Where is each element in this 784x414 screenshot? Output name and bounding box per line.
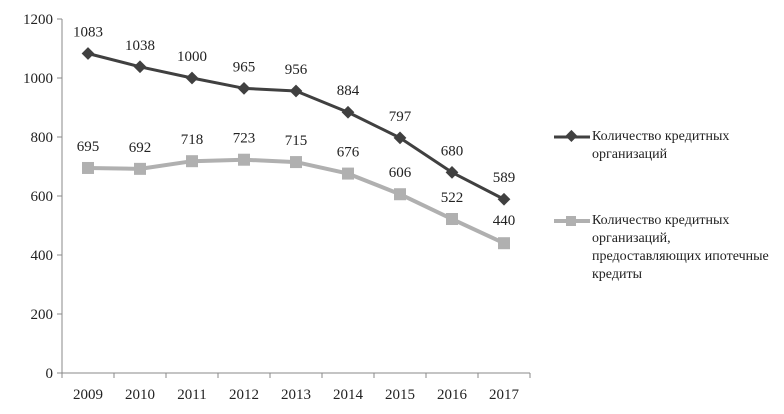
data-label: 718 xyxy=(181,132,204,148)
data-point xyxy=(394,188,406,201)
data-point xyxy=(186,155,198,168)
y-tick-label: 1200 xyxy=(23,12,53,28)
data-label: 956 xyxy=(285,62,308,78)
y-tick-label: 400 xyxy=(31,248,54,264)
data-point xyxy=(81,47,95,60)
y-tick-label: 800 xyxy=(31,130,54,146)
x-tick-label: 2010 xyxy=(125,387,155,403)
data-label: 692 xyxy=(129,140,152,156)
data-point xyxy=(446,213,458,226)
data-label: 884 xyxy=(337,83,360,99)
data-point xyxy=(341,105,355,119)
data-point xyxy=(237,81,251,95)
data-point xyxy=(289,84,303,98)
data-label: 723 xyxy=(233,131,256,147)
data-point xyxy=(134,162,146,175)
data-point xyxy=(185,71,199,85)
data-point xyxy=(238,153,250,166)
data-point xyxy=(133,60,147,74)
legend-label-series-2: Количество кредитных организаций, предос… xyxy=(592,213,769,282)
data-label: 797 xyxy=(389,109,412,125)
data-label: 715 xyxy=(285,133,308,149)
data-point xyxy=(445,166,459,179)
legend-marker-diamond-icon xyxy=(554,129,590,142)
data-label: 440 xyxy=(493,213,516,229)
data-label: 1038 xyxy=(125,38,155,54)
data-label: 1083 xyxy=(73,25,103,41)
data-label: 680 xyxy=(441,143,464,159)
x-tick-label: 2015 xyxy=(385,387,415,403)
x-tick-label: 2011 xyxy=(177,387,206,403)
data-label: 606 xyxy=(389,165,412,181)
legend: Количество кредитных организаций Количес… xyxy=(552,120,782,300)
legend-marker-square-icon xyxy=(554,216,590,226)
x-tick-label: 2017 xyxy=(489,387,520,403)
data-point xyxy=(290,156,302,169)
data-point xyxy=(393,131,407,145)
data-point xyxy=(497,192,511,206)
y-tick-label: 1000 xyxy=(23,71,53,87)
data-point xyxy=(342,167,354,180)
x-tick-label: 2012 xyxy=(229,387,259,403)
x-tick-label: 2016 xyxy=(437,387,468,403)
data-label: 522 xyxy=(441,190,464,206)
y-tick-label: 600 xyxy=(31,189,54,205)
y-tick-label: 200 xyxy=(31,307,54,323)
data-point xyxy=(82,161,94,174)
data-label: 589 xyxy=(493,170,516,186)
data-label: 695 xyxy=(77,139,100,155)
legend-label-series-1: Количество кредитных организаций xyxy=(592,129,730,162)
data-label: 965 xyxy=(233,59,256,75)
y-tick-label: 0 xyxy=(46,366,54,382)
data-point xyxy=(498,237,510,250)
x-tick-label: 2014 xyxy=(333,387,364,403)
x-tick-label: 2009 xyxy=(73,387,103,403)
data-label: 1000 xyxy=(177,49,207,65)
x-tick-label: 2013 xyxy=(281,387,311,403)
data-label: 676 xyxy=(337,145,360,161)
